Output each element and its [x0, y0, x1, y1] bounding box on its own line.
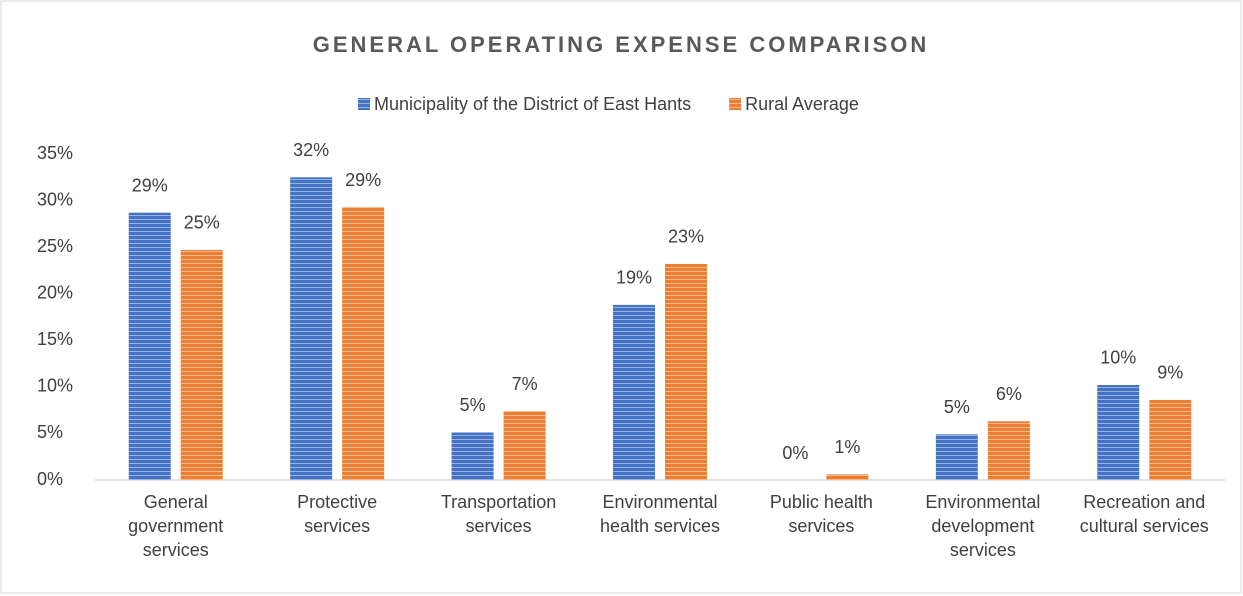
data-label: 9%: [1157, 363, 1183, 383]
data-label: 7%: [512, 374, 538, 394]
data-label: 25%: [184, 213, 220, 233]
data-label: 5%: [460, 395, 486, 415]
x-tick-label: Recreation and cultural services: [1079, 492, 1209, 536]
bar: [128, 212, 171, 480]
y-tick-label: 30%: [37, 189, 73, 209]
y-tick-label: 35%: [37, 143, 73, 163]
y-tick-label: 20%: [37, 282, 73, 302]
bar: [987, 421, 1030, 480]
bar: [826, 474, 869, 480]
bar: [342, 207, 385, 480]
data-label: 29%: [132, 175, 168, 195]
y-tick-label: 5%: [37, 422, 63, 442]
x-tick-label: Protective services: [297, 492, 378, 536]
data-label: 1%: [834, 437, 860, 457]
bar: [503, 411, 546, 480]
data-label: 6%: [996, 384, 1022, 404]
bar: [290, 177, 333, 481]
x-tick-label: Public health services: [769, 492, 873, 536]
legend-swatch: [729, 98, 742, 110]
bar: [935, 434, 978, 480]
bar: [451, 432, 494, 480]
bar: [1097, 384, 1140, 480]
bar: [613, 304, 655, 480]
y-tick-label: 25%: [37, 236, 73, 256]
x-tick-label: Transportation services: [440, 492, 557, 536]
y-tick-label: 15%: [37, 329, 73, 349]
legend-label: Municipality of the District of East Han…: [374, 94, 691, 114]
bar: [665, 263, 707, 480]
legend-label: Rural Average: [745, 94, 859, 114]
data-label: 0%: [782, 443, 808, 463]
y-tick-label: 0%: [37, 469, 63, 489]
data-label: 23%: [668, 227, 704, 247]
data-label: 19%: [616, 268, 652, 288]
data-label: 5%: [944, 397, 970, 417]
chart-title: GENERAL OPERATING EXPENSE COMPARISON: [313, 32, 930, 57]
bar: [1149, 399, 1192, 480]
x-tick-label: General government services: [128, 492, 224, 560]
x-tick-label: Environmental development services: [925, 492, 1041, 560]
data-label: 32%: [293, 140, 329, 160]
data-label: 29%: [345, 170, 381, 190]
bar: [180, 249, 223, 480]
x-tick-label: Environmental health services: [599, 492, 721, 536]
data-label: 10%: [1100, 348, 1136, 368]
legend-swatch: [358, 98, 370, 110]
y-tick-label: 10%: [37, 376, 73, 396]
